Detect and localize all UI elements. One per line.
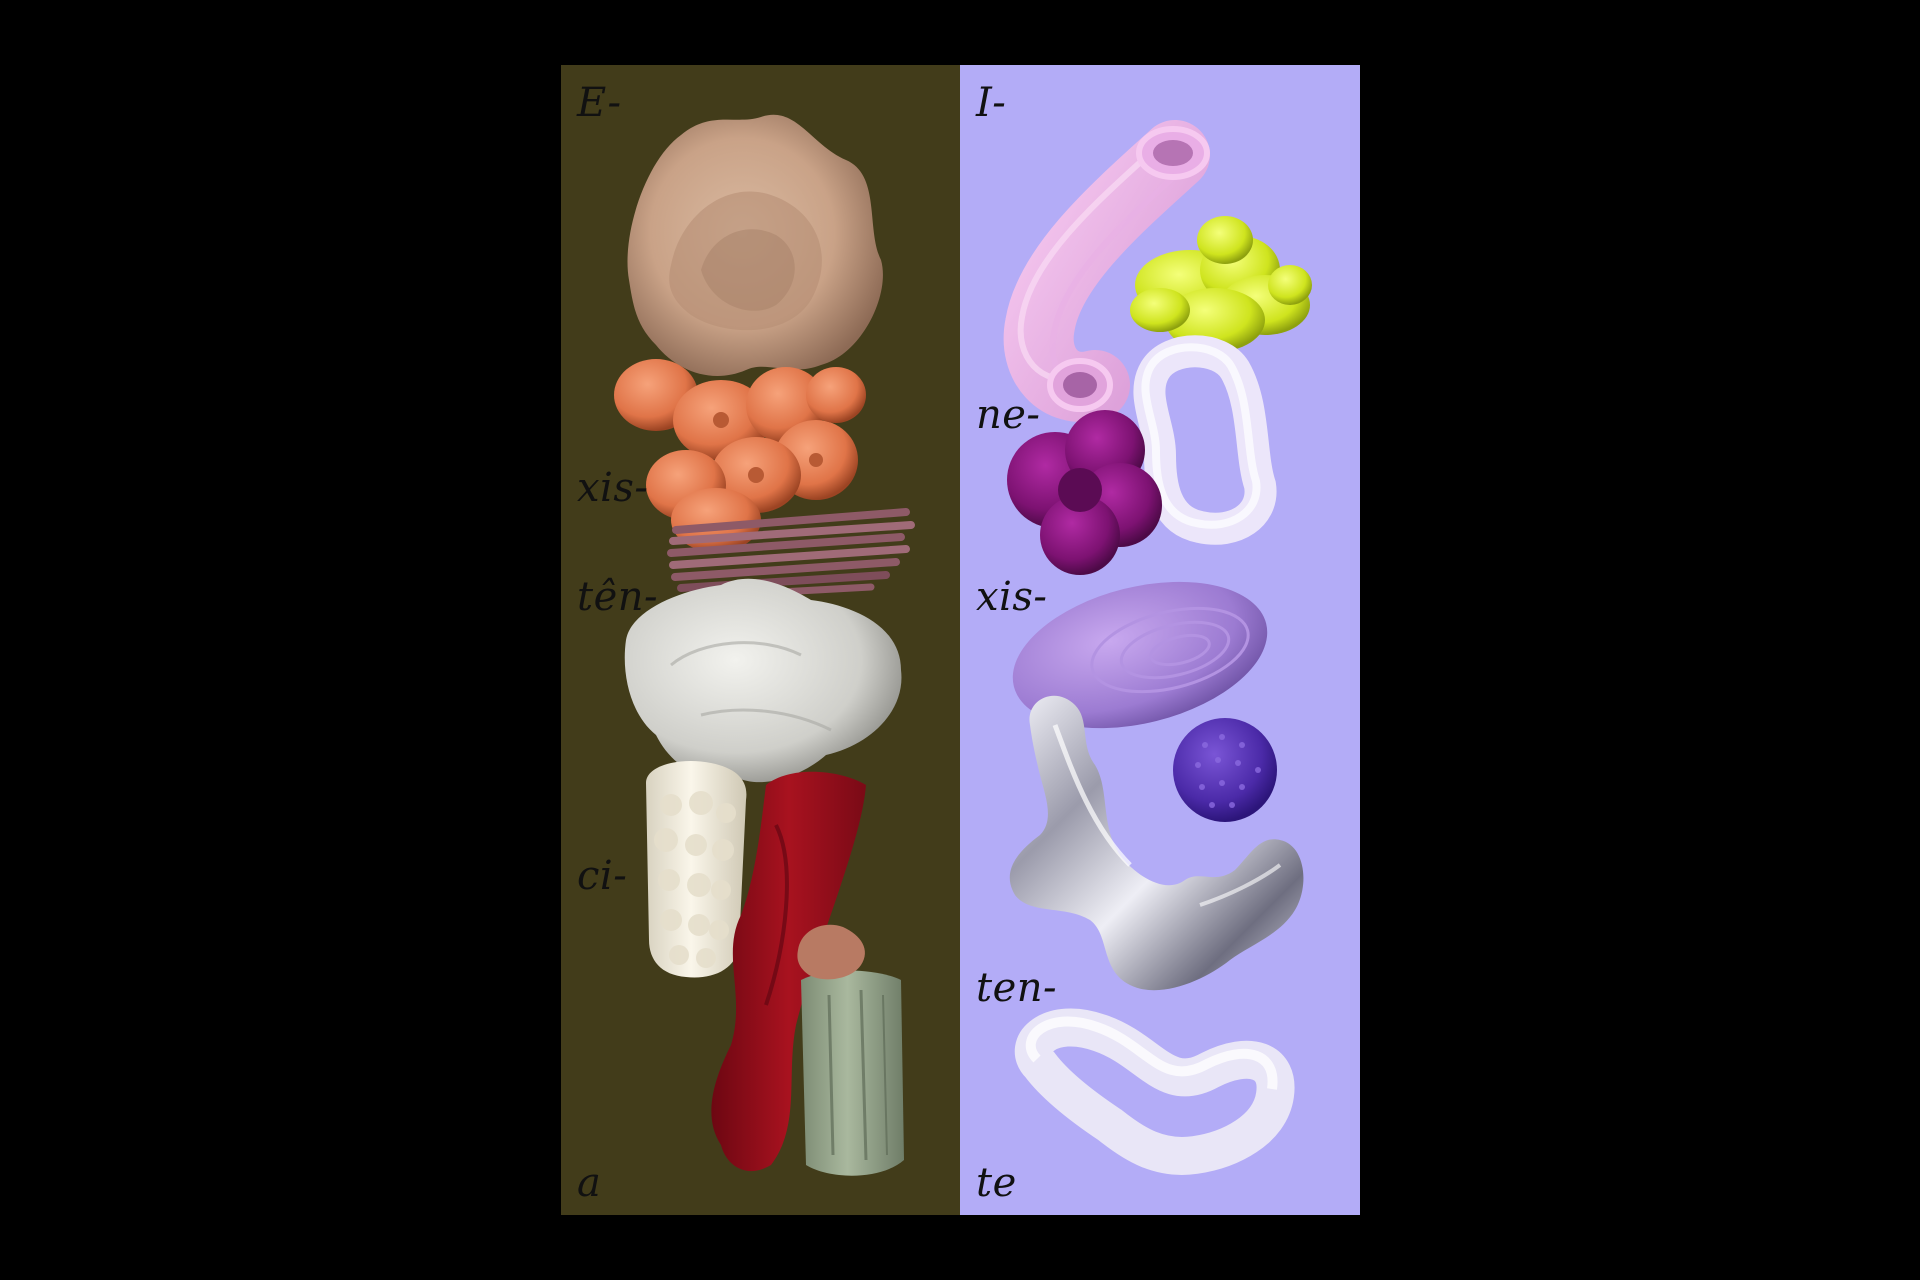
white-rock-object <box>624 578 902 783</box>
green-bark-block <box>801 970 904 1176</box>
wooden-shell-object <box>627 114 883 376</box>
pink-ribbed-tube <box>1003 120 1210 422</box>
white-squiggle-ring <box>1014 1008 1295 1175</box>
lavender-ridged-egg <box>1012 581 1268 729</box>
white-loop-object <box>1133 335 1277 545</box>
purple-spiky-ball <box>1173 718 1277 822</box>
left-syllable-3: tên- <box>577 574 659 620</box>
right-syllable-4: ten- <box>976 965 1058 1011</box>
left-panel: E- xis- tên- ci- a <box>561 65 960 1215</box>
chrome-liquid-blob <box>1009 695 1304 991</box>
right-panel-artwork <box>960 65 1360 1215</box>
lime-bubble-blob <box>1130 216 1312 352</box>
left-syllable-4: ci- <box>577 853 628 899</box>
right-syllable-1: I- <box>976 80 1007 126</box>
left-syllable-5: a <box>577 1160 602 1206</box>
orange-flower-cluster <box>614 359 866 552</box>
right-panel: I- ne- xis- ten- te <box>960 65 1360 1215</box>
red-coral-object <box>711 771 866 1172</box>
left-syllable-1: E- <box>577 80 622 126</box>
right-syllable-2: ne- <box>976 392 1041 438</box>
magenta-fuzzy-flower <box>1007 410 1162 575</box>
cream-foam-cylinder <box>646 761 747 978</box>
left-syllable-2: xis- <box>577 465 649 511</box>
left-panel-artwork <box>561 65 960 1215</box>
small-clay-stone <box>797 924 865 980</box>
right-syllable-5: te <box>976 1160 1017 1206</box>
right-syllable-3: xis- <box>976 574 1048 620</box>
